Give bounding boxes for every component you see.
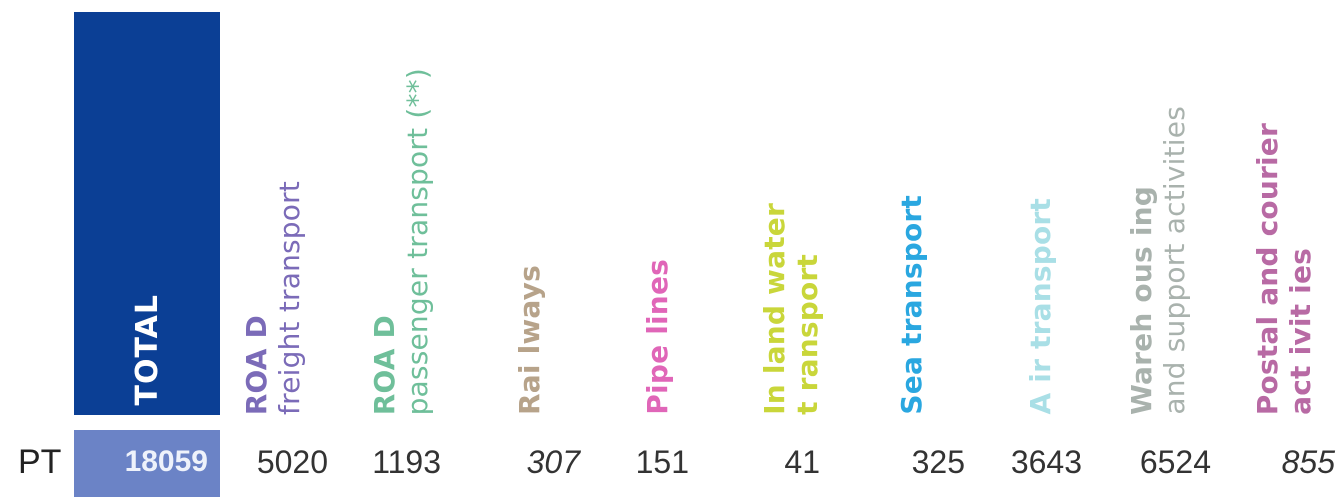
header-air-transport: A ir transport [1024,198,1057,415]
header-postal-line1: Postal and courier [1251,122,1284,415]
value-railways: 307 [526,444,580,480]
header-air-transport-line1: A ir transport [1024,198,1057,415]
header-road-freight-line1: ROA D [240,314,273,415]
header-railways: Rai lways [513,265,546,415]
total-header: TOTAL [74,12,220,415]
total-header-label: TOTAL [129,293,165,405]
value-sea-transport: 325 [911,444,965,480]
header-road-freight-line2: freight transport [273,181,306,415]
header-warehousing-line1: Wareh ous ing [1125,185,1158,415]
header-pipelines-line1: Pipe lines [641,259,674,415]
header-inland-water-line2: t ransport [791,254,824,415]
header-railways-line1: Rai lways [513,264,546,415]
value-warehousing: 6524 [1139,444,1211,480]
total-value-cell: 18059 [74,430,220,497]
header-road-passenger-line2: passenger transport (**) [401,67,434,415]
value-postal: 855 [1281,444,1335,480]
header-inland-water-line1: In land water [758,203,791,415]
total-value: 18059 [124,445,208,478]
value-pipelines: 151 [635,444,689,480]
header-warehousing-line2: and support activities [1158,106,1191,415]
column-header-row: TOTAL ROA D freight transport ROA D pass… [74,12,1317,415]
header-road-passenger: ROA D passenger transport (**) [368,68,434,415]
value-air-transport: 3643 [1010,444,1082,480]
header-postal-line2: act ivit ies [1284,248,1317,415]
header-road-freight: ROA D freight transport [240,181,306,415]
table-row: PT 18059 5020 1193 307 151 41 325 3643 6… [0,430,1341,497]
header-road-passenger-line1: ROA D [368,314,401,415]
header-postal: Postal and courier act ivit ies [1251,123,1317,415]
value-inland-water: 41 [784,444,820,480]
value-road-freight: 5020 [256,444,328,480]
header-pipelines: Pipe lines [641,259,674,415]
country-label: PT [18,443,62,481]
value-road-passenger: 1193 [372,444,441,480]
header-inland-water: In land water t ransport [758,203,824,415]
header-sea-transport: Sea transport [895,195,928,415]
header-warehousing: Wareh ous ing and support activities [1125,106,1191,415]
total-header-box [74,12,220,415]
header-sea-transport-line1: Sea transport [895,195,928,415]
